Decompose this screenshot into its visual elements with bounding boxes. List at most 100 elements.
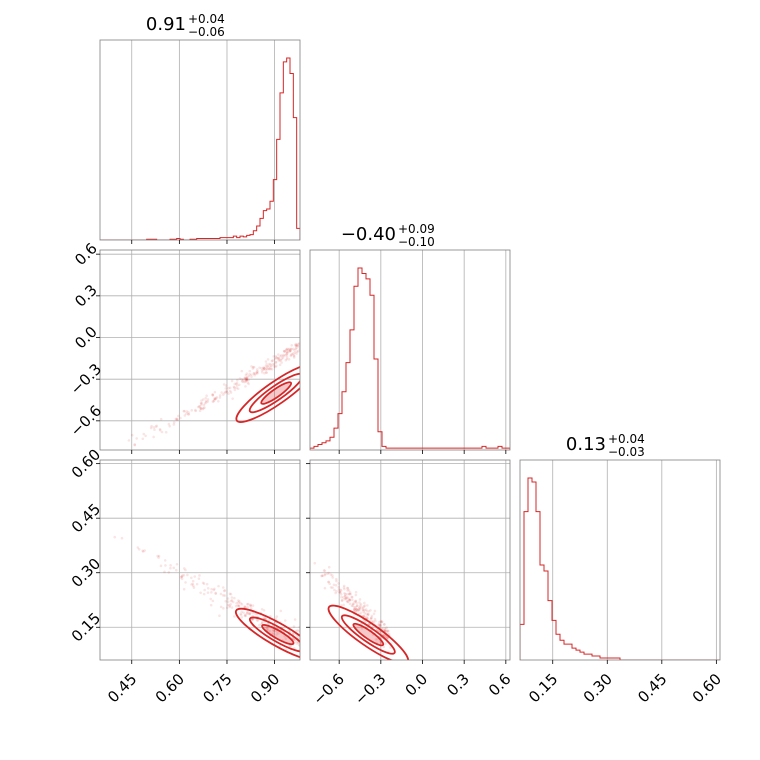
sample-point bbox=[218, 396, 222, 399]
sample-point bbox=[243, 605, 246, 608]
sample-point bbox=[248, 612, 251, 616]
sample-point bbox=[362, 610, 365, 613]
sample-point bbox=[285, 355, 289, 359]
sample-point bbox=[295, 629, 298, 633]
sample-point bbox=[133, 443, 137, 446]
sample-point bbox=[233, 596, 236, 600]
sample-point bbox=[260, 367, 263, 370]
sample-point bbox=[235, 382, 238, 386]
sample-point bbox=[223, 589, 226, 593]
sample-point bbox=[218, 394, 222, 397]
sample-point bbox=[360, 627, 364, 630]
panel-title-3: 0.13 +0.04−0.03 bbox=[566, 432, 645, 459]
sample-point bbox=[300, 636, 303, 639]
sample-point bbox=[113, 535, 117, 539]
sample-point bbox=[192, 586, 196, 589]
sample-point bbox=[266, 627, 269, 631]
sample-point bbox=[335, 589, 338, 593]
sample-point bbox=[275, 356, 278, 360]
sample-point bbox=[255, 371, 259, 375]
sample-point bbox=[348, 598, 352, 602]
sample-point bbox=[180, 575, 184, 579]
sample-point bbox=[184, 568, 187, 572]
sample-point bbox=[213, 397, 216, 400]
sample-point bbox=[293, 348, 296, 352]
sample-point bbox=[260, 371, 264, 374]
sample-point bbox=[358, 606, 361, 609]
sample-point bbox=[244, 379, 248, 382]
sample-point bbox=[222, 383, 226, 386]
sample-point bbox=[228, 592, 232, 596]
sample-point bbox=[277, 356, 280, 360]
sample-point bbox=[294, 342, 298, 346]
sample-point bbox=[212, 588, 216, 592]
contour-level-1 bbox=[235, 363, 300, 423]
sample-point bbox=[283, 354, 287, 357]
sample-point bbox=[272, 629, 276, 633]
sample-point bbox=[245, 372, 249, 375]
sample-point bbox=[350, 595, 353, 599]
sample-point bbox=[362, 605, 366, 608]
sample-point bbox=[159, 564, 163, 568]
sample-point bbox=[279, 355, 282, 358]
sample-point bbox=[289, 347, 293, 351]
sample-point bbox=[210, 591, 213, 594]
sample-point bbox=[268, 367, 271, 371]
sample-point bbox=[242, 378, 245, 381]
sample-point bbox=[217, 584, 220, 588]
sample-point bbox=[343, 597, 347, 601]
sample-point bbox=[252, 365, 256, 369]
sample-point bbox=[377, 620, 381, 624]
sample-point bbox=[230, 599, 234, 602]
sample-point bbox=[195, 582, 199, 586]
sample-point bbox=[285, 352, 288, 356]
sample-point bbox=[365, 615, 368, 619]
y-tick-label: 0.60 bbox=[68, 445, 104, 481]
sample-point bbox=[358, 604, 362, 607]
sample-point bbox=[198, 409, 202, 413]
sample-point bbox=[152, 435, 155, 439]
sample-point bbox=[340, 595, 343, 599]
sample-point bbox=[199, 401, 203, 405]
sample-point bbox=[365, 609, 369, 613]
sample-point bbox=[354, 600, 358, 603]
sample-point bbox=[137, 548, 141, 551]
sample-point bbox=[268, 629, 272, 633]
sample-point bbox=[334, 591, 337, 595]
sample-point bbox=[141, 549, 145, 553]
sample-point bbox=[184, 581, 187, 584]
sample-point bbox=[365, 612, 368, 616]
sample-point bbox=[187, 411, 190, 414]
sample-point bbox=[279, 609, 283, 613]
sample-point bbox=[202, 582, 206, 586]
x-tick-label: 0.90 bbox=[247, 670, 283, 706]
sample-point bbox=[293, 351, 297, 354]
sample-point bbox=[224, 387, 228, 390]
sample-point bbox=[297, 342, 300, 345]
sample-point bbox=[357, 609, 361, 612]
sample-point bbox=[364, 620, 368, 624]
title-minus: −0.03 bbox=[608, 445, 645, 459]
sample-point bbox=[385, 626, 388, 630]
sample-point bbox=[379, 620, 383, 624]
sample-point bbox=[351, 595, 354, 599]
sample-point bbox=[250, 373, 253, 377]
sample-point bbox=[293, 618, 297, 621]
sample-point bbox=[222, 594, 225, 597]
panel-content bbox=[113, 535, 303, 660]
sample-point bbox=[120, 536, 124, 540]
sample-point bbox=[206, 398, 210, 401]
sample-point bbox=[382, 623, 386, 626]
sample-point bbox=[190, 583, 193, 586]
sample-point bbox=[253, 373, 256, 377]
contour-level-3 bbox=[352, 622, 385, 647]
sample-point bbox=[292, 632, 295, 636]
sample-point bbox=[227, 392, 230, 395]
sample-point bbox=[214, 591, 217, 595]
sample-point bbox=[190, 409, 194, 412]
sample-point bbox=[288, 350, 292, 353]
sample-point bbox=[237, 383, 241, 387]
sample-point bbox=[240, 616, 244, 619]
sample-point bbox=[340, 599, 344, 602]
panel-frame bbox=[309, 459, 511, 661]
